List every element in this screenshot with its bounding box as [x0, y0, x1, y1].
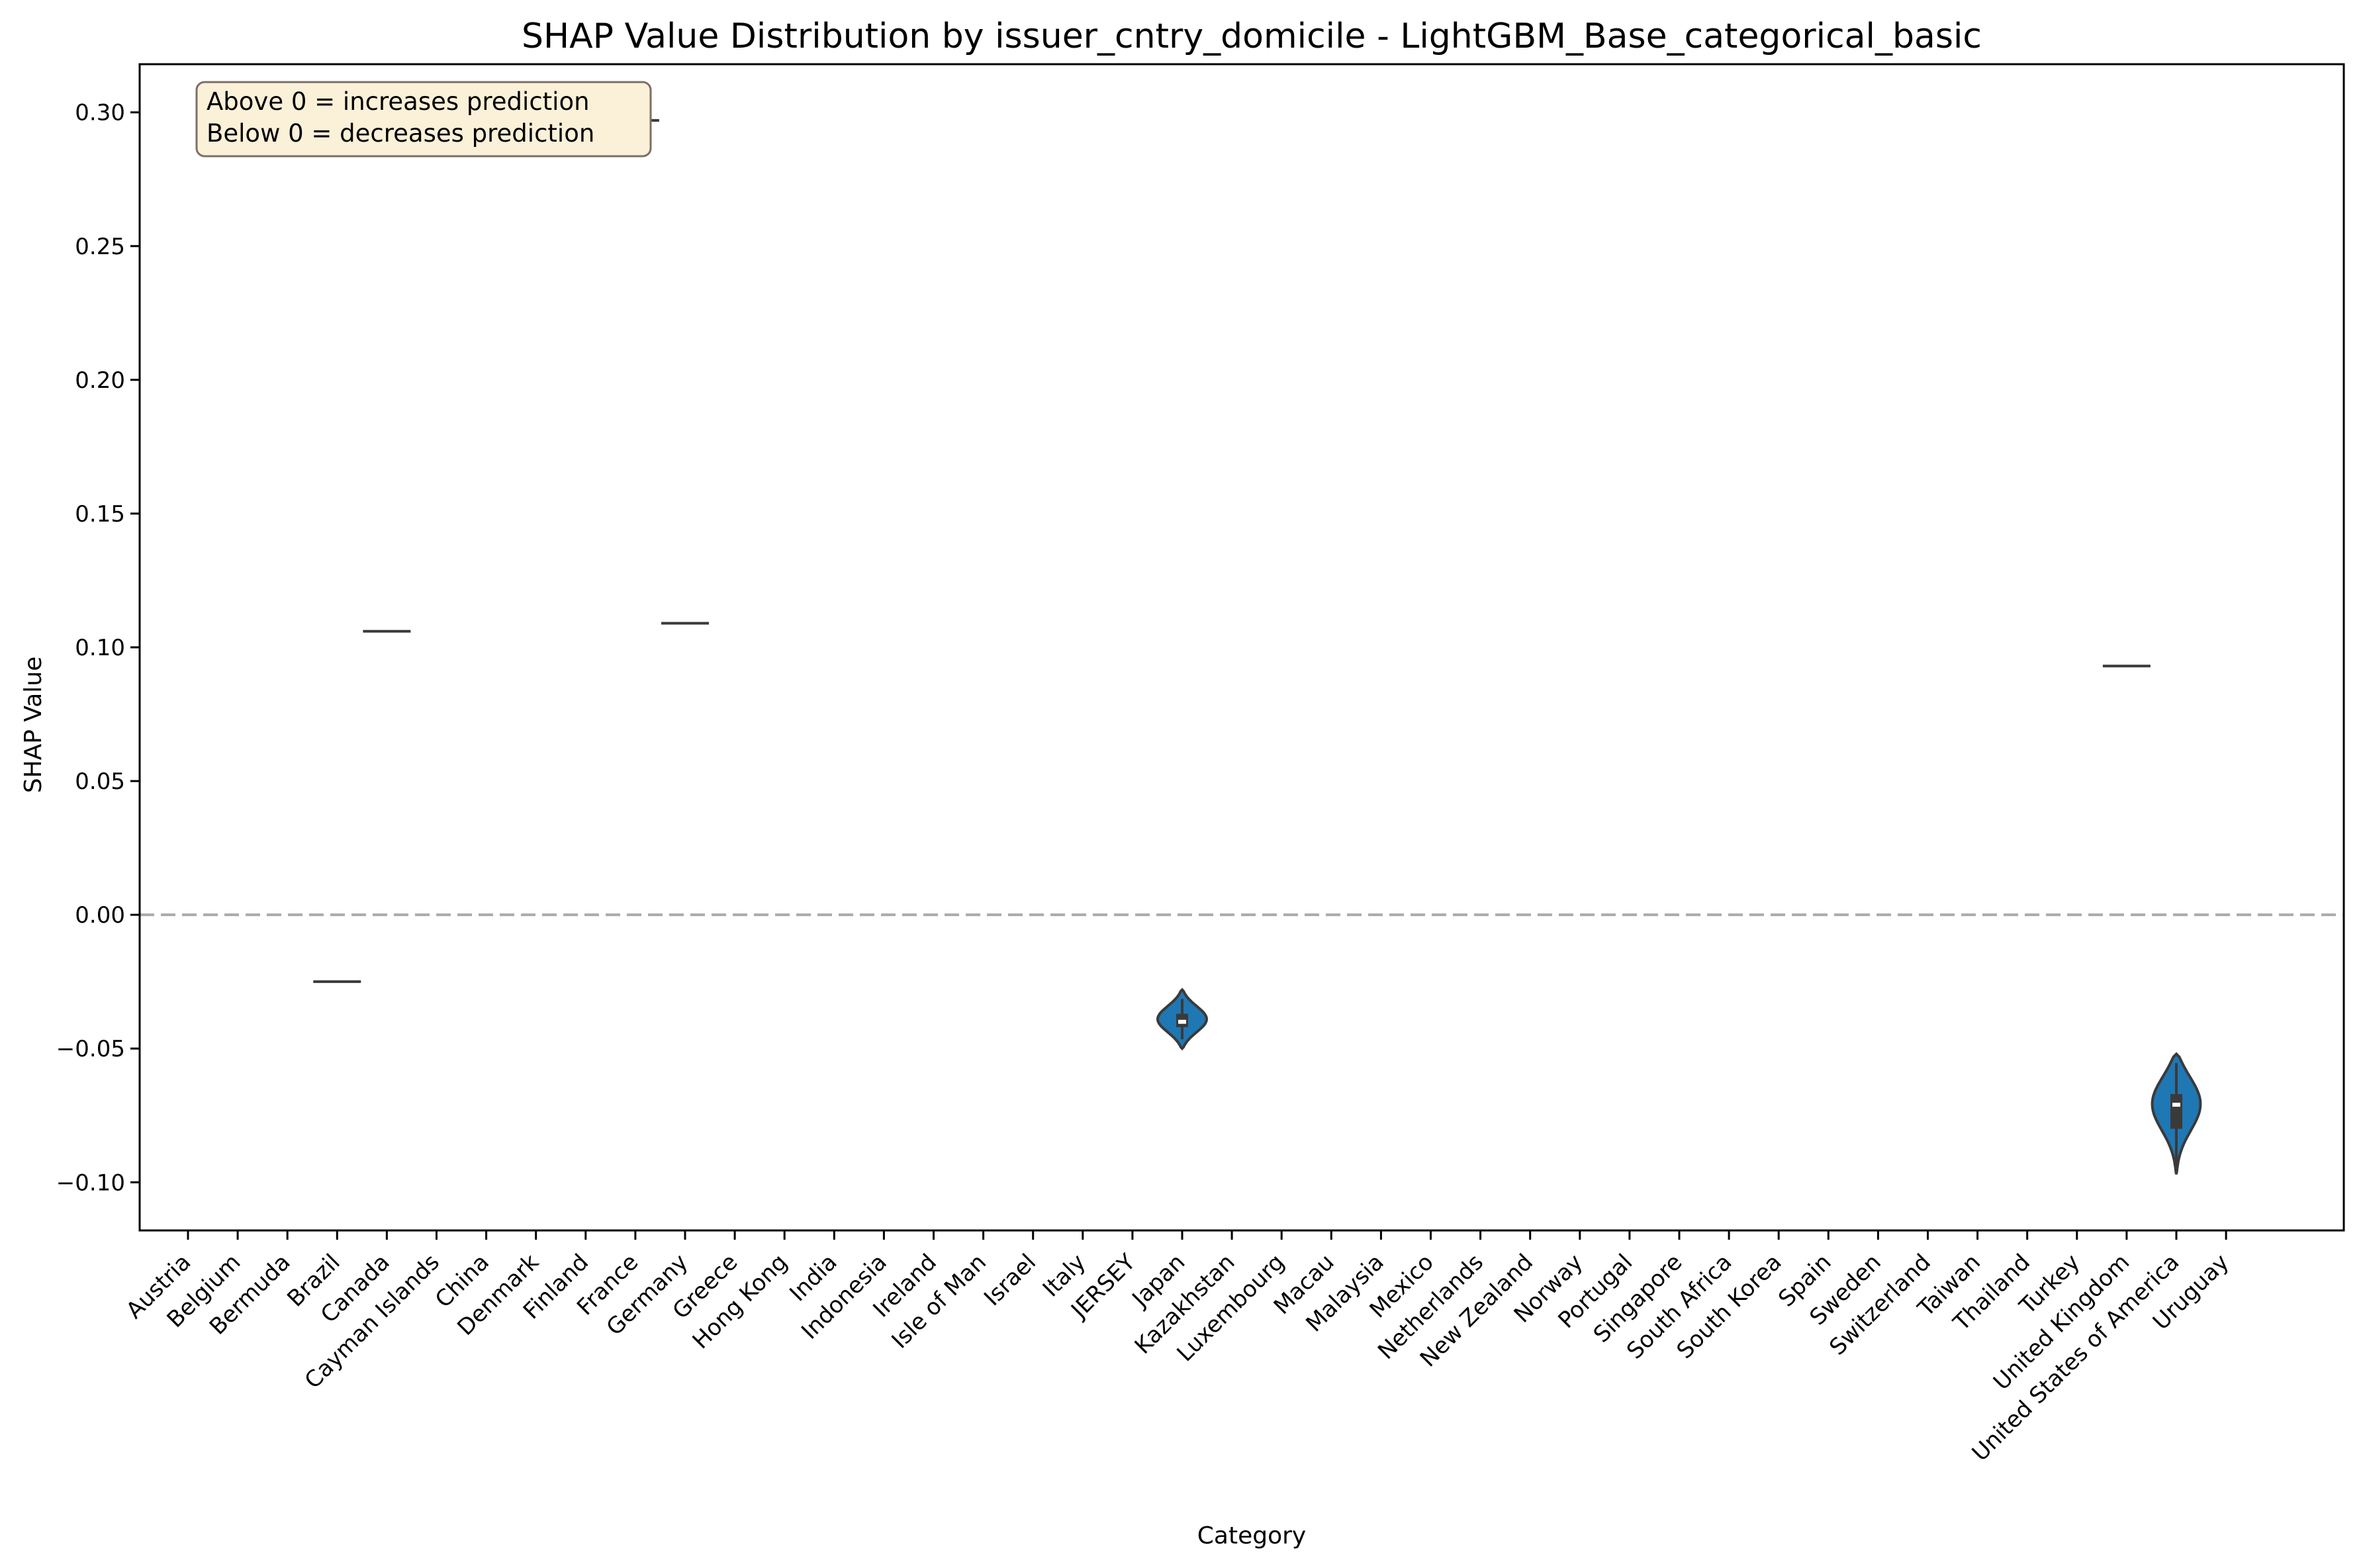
axes-frame	[138, 63, 2345, 1232]
violin-median-united-states-of-america	[2172, 1103, 2180, 1107]
y-tick-label-8: −0.10	[56, 1170, 125, 1196]
y-tick-label-5: 0.05	[75, 768, 125, 795]
chart-title: SHAP Value Distribution by issuer_cntry_…	[522, 17, 1982, 56]
annotation-box: Above 0 = increases prediction Below 0 =…	[195, 81, 652, 158]
y-tick-label-7: −0.05	[56, 1036, 125, 1062]
y-tick-label-1: 0.25	[75, 234, 125, 260]
y-tick-label-0: 0.30	[75, 100, 125, 126]
x-tick-label-israel: Israel	[979, 1249, 1041, 1311]
violin-iqr-box-united-states-of-america	[2170, 1093, 2182, 1129]
annotation-line-1: Above 0 = increases prediction	[207, 87, 590, 116]
plot-area: 0.300.250.200.150.100.050.00−0.05−0.10Au…	[56, 63, 2345, 1467]
y-tick-label-4: 0.10	[75, 635, 125, 661]
violin-median-japan	[1178, 1019, 1186, 1024]
annotation-box-frame	[195, 81, 652, 158]
y-axis-label: SHAP Value	[20, 657, 47, 794]
y-tick-label-6: 0.00	[75, 902, 125, 929]
y-tick-label-2: 0.20	[75, 367, 125, 394]
annotation-line-2: Below 0 = decreases prediction	[207, 119, 594, 148]
y-tick-label-3: 0.15	[75, 501, 125, 528]
x-axis-label: Category	[1197, 1522, 1306, 1549]
